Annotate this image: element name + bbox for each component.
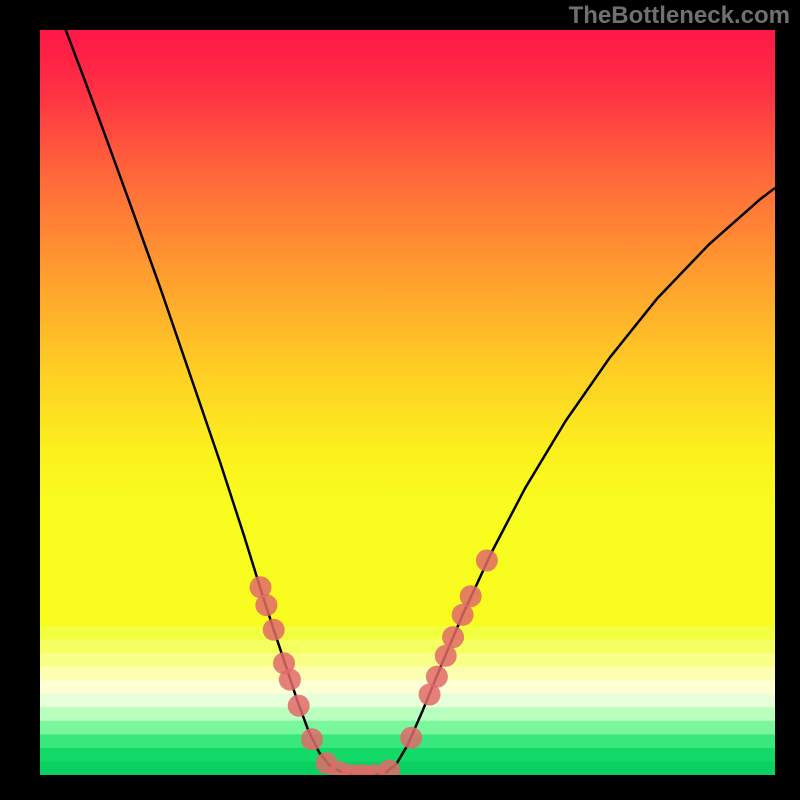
data-marker — [301, 728, 323, 750]
gradient-background — [40, 30, 775, 626]
stripe-band — [40, 653, 775, 667]
data-marker — [255, 594, 277, 616]
data-marker — [426, 666, 448, 688]
data-marker — [460, 585, 482, 607]
stripe-band — [40, 667, 775, 681]
stripe-band — [40, 707, 775, 721]
data-marker — [279, 669, 301, 691]
data-marker — [476, 549, 498, 571]
stripe-band — [40, 761, 775, 775]
stripe-band — [40, 680, 775, 694]
data-marker — [442, 626, 464, 648]
data-marker — [400, 727, 422, 749]
chart-svg — [40, 30, 775, 775]
stripe-band — [40, 626, 775, 640]
watermark-text: TheBottleneck.com — [569, 2, 790, 30]
data-marker — [288, 695, 310, 717]
stripe-band — [40, 640, 775, 654]
chart-container: TheBottleneck.com — [0, 0, 800, 800]
plot-area — [40, 30, 775, 775]
stripe-band — [40, 694, 775, 708]
data-marker — [263, 619, 285, 641]
stripe-band — [40, 748, 775, 762]
